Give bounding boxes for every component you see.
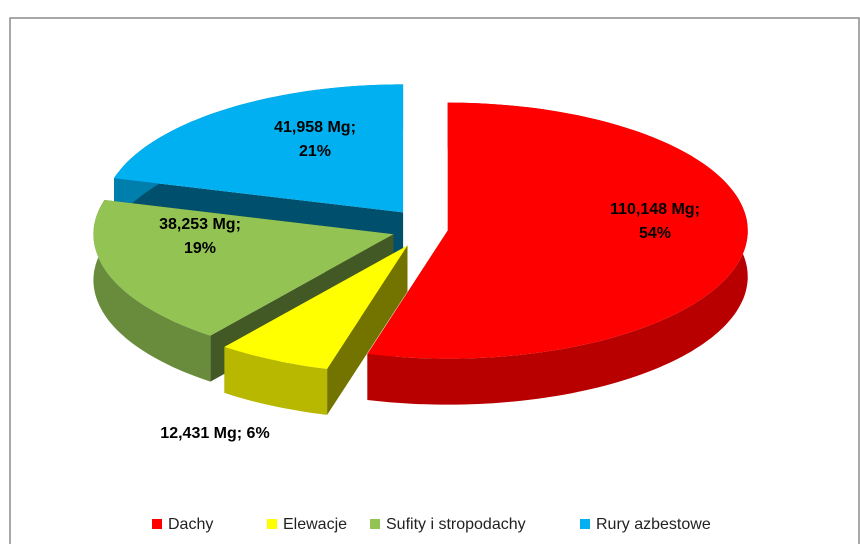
legend-swatch bbox=[370, 519, 380, 529]
slice-wall bbox=[93, 200, 211, 382]
legend-label: Elewacje bbox=[283, 516, 347, 533]
data-label: 110,148 Mg; 54% bbox=[610, 201, 700, 242]
slice bbox=[224, 245, 408, 415]
legend-swatch bbox=[152, 519, 162, 529]
legend-label: Dachy bbox=[168, 516, 213, 533]
legend-swatch bbox=[580, 519, 590, 529]
data-label: 38,253 Mg; 19% bbox=[159, 216, 241, 257]
legend-label: Rury azbestowe bbox=[596, 516, 711, 533]
data-label: 12,431 Mg; 6% bbox=[160, 425, 269, 442]
legend-swatch bbox=[267, 519, 277, 529]
data-label: 41,958 Mg; 21% bbox=[274, 119, 356, 160]
slice-wall bbox=[224, 346, 328, 415]
pie: 110,148 Mg; 54% 12,431 Mg; 6% 38,253 Mg; 19%… bbox=[93, 84, 748, 442]
legend-label: Sufity i stropodachy bbox=[386, 516, 526, 533]
slice bbox=[367, 102, 748, 405]
slice-top bbox=[367, 102, 748, 359]
slice-top bbox=[93, 200, 394, 336]
slice-top bbox=[114, 84, 404, 213]
slice-top bbox=[224, 245, 408, 369]
legend: Dachy Elewacje Sufity i stropodachy Rury az… bbox=[152, 516, 711, 533]
